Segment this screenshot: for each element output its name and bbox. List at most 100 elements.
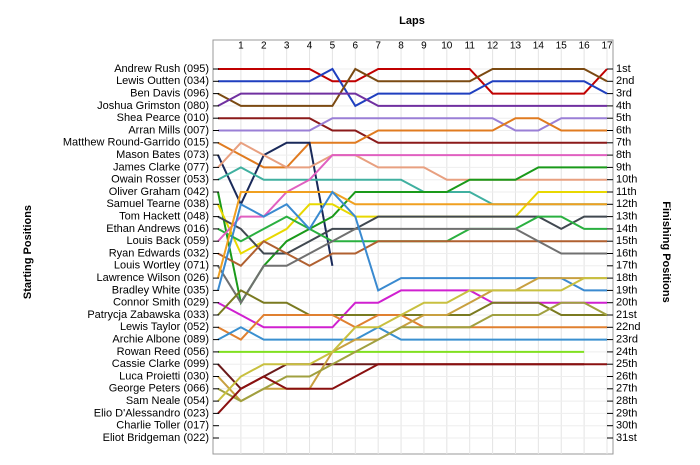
y2-tick-label: 26th: [616, 370, 637, 382]
y2-tick-label: 24th: [616, 346, 637, 358]
y2-tick-label: 17th: [616, 260, 637, 272]
series-line: [217, 363, 607, 415]
series-line: [217, 117, 607, 169]
starting-label: Luca Proietti (030): [119, 370, 209, 382]
x-axis-title: Laps: [399, 15, 425, 27]
y2-tick-label: 28th: [616, 395, 637, 407]
starting-label: Archie Albone (089): [112, 334, 209, 346]
starting-label: Connor Smith (029): [113, 297, 209, 309]
y2-tick-label: 29th: [616, 407, 637, 419]
starting-label: Joshua Grimston (080): [97, 100, 209, 112]
series-line: [218, 117, 607, 144]
y2-tick-label: 16th: [616, 247, 637, 259]
x-tick-label: 13: [510, 41, 522, 52]
starting-label: Ben Davis (096): [130, 88, 209, 100]
series-line: [217, 166, 607, 306]
y2-tick-label: 25th: [616, 358, 637, 370]
starting-label: James Clarke (077): [113, 161, 209, 173]
series-line: [217, 239, 607, 268]
starting-label: Shea Pearce (010): [117, 112, 209, 124]
x-tick-label: 15: [556, 41, 568, 52]
x-tick-label: 6: [353, 41, 359, 52]
starting-label: Louis Wortley (071): [114, 260, 209, 272]
starting-label: Louis Back (059): [126, 235, 209, 247]
series-line: [217, 301, 608, 403]
series-line: [217, 277, 607, 403]
starting-label: Lawrence Wilson (026): [97, 272, 210, 284]
y2-tick-label: 22nd: [616, 321, 640, 333]
y2-tick-label: 20th: [616, 297, 637, 309]
series-line: [217, 227, 607, 305]
x-tick-label: 10: [441, 41, 453, 52]
starting-label: Tom Hackett (048): [119, 211, 209, 223]
starting-label: Elio D'Alessandro (023): [94, 407, 209, 419]
x-tick-label: 14: [533, 41, 545, 52]
x-tick-label: 3: [284, 41, 290, 52]
y2-tick-label: 11th: [616, 186, 637, 198]
series-line: [217, 277, 607, 402]
series-line: [218, 68, 608, 95]
starting-label: Rowan Reed (056): [117, 346, 209, 358]
x-tick-label: 7: [375, 41, 381, 52]
starting-label: Oliver Graham (042): [109, 186, 209, 198]
y2-tick-label: 6th: [616, 124, 631, 136]
starting-label: Lewis Outten (034): [116, 75, 209, 87]
starting-label: Owain Rosser (053): [111, 174, 209, 186]
starting-label: Cassie Clarke (099): [112, 358, 209, 370]
starting-label: Ethan Andrews (016): [106, 223, 209, 235]
starting-label: Lewis Taylor (052): [120, 321, 209, 333]
starting-label: Matthew Round-Garrido (015): [63, 137, 209, 149]
series-line: [217, 289, 607, 329]
series-line: [217, 141, 334, 266]
y2-axis-title: Finishing Positions: [660, 201, 672, 302]
y2-tick-label: 19th: [616, 284, 637, 296]
y2-tick-label: 13th: [616, 211, 637, 223]
x-tick-label: 2: [261, 41, 267, 52]
y2-tick-label: 9th: [616, 161, 631, 173]
series-line: [217, 92, 607, 107]
starting-label: Samuel Tearne (038): [106, 198, 209, 210]
starting-label: Patrycja Zabawska (033): [87, 309, 209, 321]
plot-frame: [212, 39, 614, 455]
y2-tick-label: 4th: [616, 100, 631, 112]
y2-tick-label: 5th: [616, 112, 631, 124]
starting-label: Eliot Bridgeman (022): [103, 432, 209, 444]
series-line: [217, 191, 607, 279]
starting-label: Ryan Edwards (032): [109, 247, 209, 259]
x-tick-label: 11: [465, 41, 476, 52]
y2-tick-label: 14th: [616, 223, 637, 235]
y2-tick-label: 27th: [616, 383, 637, 395]
starting-label: Charlie Toller (017): [116, 420, 209, 432]
y2-tick-label: 15th: [616, 235, 637, 247]
starting-label: Arran Mills (007): [128, 124, 209, 136]
series-line: [217, 67, 608, 107]
y2-tick-label: 1st: [616, 63, 631, 75]
y2-tick-label: 8th: [616, 149, 631, 161]
series-line: [218, 117, 607, 132]
y2-tick-label: 12th: [616, 198, 637, 210]
starting-label: Bradley White (035): [112, 284, 209, 296]
x-tick-label: 4: [307, 41, 313, 52]
y2-tick-label: 23rd: [616, 334, 638, 346]
y2-tick-label: 30th: [616, 420, 637, 432]
x-tick-label: 9: [421, 41, 427, 52]
series-line: [217, 215, 607, 255]
starting-label: Sam Neale (054): [126, 395, 209, 407]
series-line: [217, 154, 607, 242]
y2-tick-label: 7th: [616, 137, 631, 149]
x-tick-label: 1: [238, 41, 244, 52]
x-tick-label: 12: [487, 41, 499, 52]
series-line: [217, 141, 607, 181]
y2-tick-label: 10th: [616, 174, 637, 186]
y2-tick-label: 31st: [616, 432, 637, 444]
starting-label: George Peters (066): [109, 383, 209, 395]
y2-tick-label: 18th: [616, 272, 637, 284]
x-tick-label: 17: [601, 41, 613, 52]
starting-label: Andrew Rush (095): [114, 63, 209, 75]
x-tick-label: 8: [398, 41, 404, 52]
series-line: [217, 289, 607, 316]
series-line: [217, 326, 607, 341]
x-tick-label: 16: [579, 41, 591, 52]
y2-tick-label: 2nd: [616, 75, 634, 87]
